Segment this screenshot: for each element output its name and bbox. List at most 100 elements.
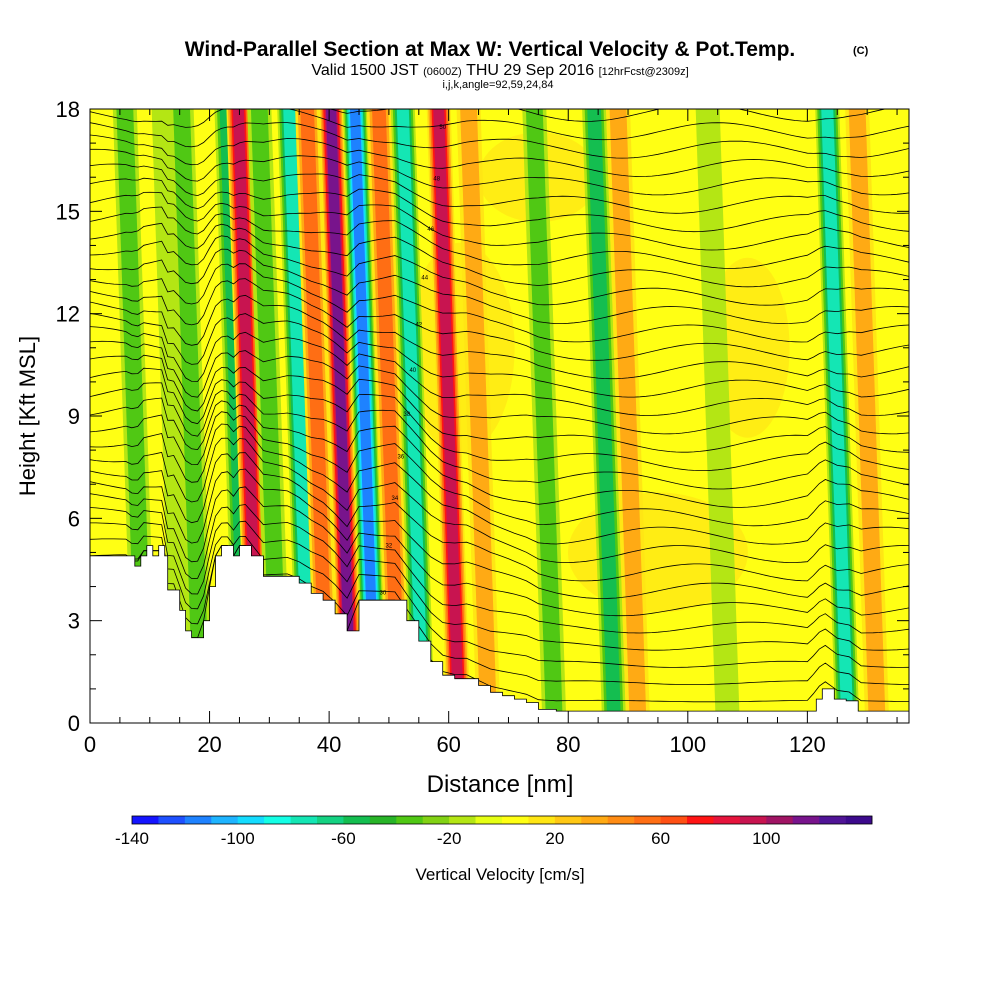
colorbar-swatch [317, 816, 344, 824]
updraft-plume [319, 109, 364, 723]
isentrope-line [90, 354, 909, 453]
y-tick-label: 12 [56, 302, 80, 327]
isentrope-line [90, 263, 909, 343]
colorbar-swatch [158, 816, 186, 824]
isentrope-line [90, 411, 909, 527]
downdraft-plume [522, 109, 567, 723]
isentrope-line [90, 235, 909, 306]
y-axis-label: Height [Kft MSL] [15, 336, 40, 496]
isentrope-line [90, 397, 909, 508]
downdraft-plume [169, 109, 214, 723]
colorbar-swatch [554, 816, 582, 824]
y-tick-label: 18 [56, 97, 80, 122]
isentrope-label: 36 [398, 455, 405, 461]
plume-band [525, 109, 563, 723]
colorbar-swatch [369, 816, 397, 824]
terrain-mask [89, 545, 910, 724]
isentrope-label: 46 [427, 227, 434, 233]
potential-temperature-contours: 30 32 34 36 38 40 42 44 46 48 50 [90, 109, 909, 703]
colorbar-swatch [211, 816, 239, 824]
colorbar-tick-label: -20 [437, 829, 462, 848]
isentrope-line [90, 222, 909, 288]
isentrope-line [328, 109, 888, 122]
colorbar-swatch [475, 816, 503, 824]
plume-band [587, 109, 621, 723]
colorbar-swatch [528, 816, 556, 824]
colorbar-tick-label: -100 [221, 829, 255, 848]
colorbar-swatch [792, 816, 820, 824]
updraft-plume [295, 109, 340, 723]
colorbar-swatch [290, 816, 318, 824]
colorbar-label: Vertical Velocity [cm/s] [415, 865, 584, 884]
isentrope-line [90, 468, 909, 599]
colorbar-swatch [845, 816, 873, 824]
isentrope-line [90, 313, 909, 398]
colorbar-swatch [343, 816, 371, 824]
isentrope-label: 34 [392, 496, 399, 502]
isentrope-line [90, 437, 909, 563]
x-tick-label: 60 [436, 732, 460, 757]
isentrope-line [90, 109, 909, 141]
x-tick-label: 20 [197, 732, 221, 757]
isentrope-line [90, 367, 909, 471]
chart-title: Wind-Parallel Section at Max W: Vertical… [185, 38, 796, 61]
isentrope-line [90, 191, 909, 251]
colorbar-swatch [660, 816, 688, 824]
colorbar-swatch [819, 816, 846, 824]
isentrope-line [90, 382, 909, 490]
plume-band [173, 109, 211, 723]
downdraft-plume [342, 109, 387, 723]
isentrope-label: 44 [421, 275, 428, 281]
colorbar-tick-label: 100 [752, 829, 780, 848]
colorbar-swatch [422, 816, 450, 824]
y-tick-label: 3 [68, 609, 80, 634]
isentrope-line [90, 520, 909, 651]
colorbar-tick-label: -140 [115, 829, 149, 848]
isentrope-line [90, 163, 909, 214]
isentrope-line [90, 148, 909, 196]
updraft-plume [606, 109, 651, 723]
y-tick-label: 6 [68, 506, 80, 531]
colorbar-tick-label: -60 [331, 829, 356, 848]
plume-band [349, 109, 381, 723]
updraft-plume [426, 109, 471, 723]
y-tick-label: 15 [56, 199, 80, 224]
isentrope-line [90, 486, 909, 617]
isentrope-line [90, 452, 909, 582]
y-tick-label: 0 [68, 711, 80, 736]
plume-band [326, 109, 357, 723]
colorbar-swatch [264, 816, 291, 824]
colorbar-tick-label: 60 [651, 829, 670, 848]
plume-band [609, 109, 647, 723]
isentrope-line [90, 535, 909, 668]
updraft-plume [366, 109, 411, 723]
x-tick-label: 120 [789, 732, 826, 757]
x-tick-label: 100 [669, 732, 706, 757]
colorbar-swatch [396, 816, 424, 824]
downdraft-plume [695, 109, 740, 723]
isentrope-line [90, 134, 909, 177]
x-axis-label: Distance [nm] [427, 771, 574, 798]
isentrope-line [90, 122, 909, 159]
isentrope-line [90, 248, 909, 325]
isentrope-line [90, 423, 909, 545]
isentrope-line [90, 294, 909, 380]
colorbar-swatch [502, 816, 529, 824]
x-tick-label: 40 [317, 732, 341, 757]
isentrope-line [90, 177, 909, 233]
colorbar-swatch [607, 816, 635, 824]
y-tick-label: 9 [68, 404, 80, 429]
isentrope-label: 30 [380, 591, 387, 597]
isentrope-line [90, 278, 909, 361]
plume-band [848, 109, 886, 723]
title-copyright-mark: (C) [853, 45, 869, 57]
colorbar-swatch [766, 816, 794, 824]
chart-params: i,j,k,angle=92,59,24,84 [442, 79, 553, 91]
isentrope-label: 48 [433, 177, 440, 183]
colorbar-swatch [184, 816, 212, 824]
plume-band [372, 109, 406, 723]
colorbar-swatch [449, 816, 476, 824]
plume-band [460, 109, 497, 723]
isentrope-line [90, 340, 909, 435]
